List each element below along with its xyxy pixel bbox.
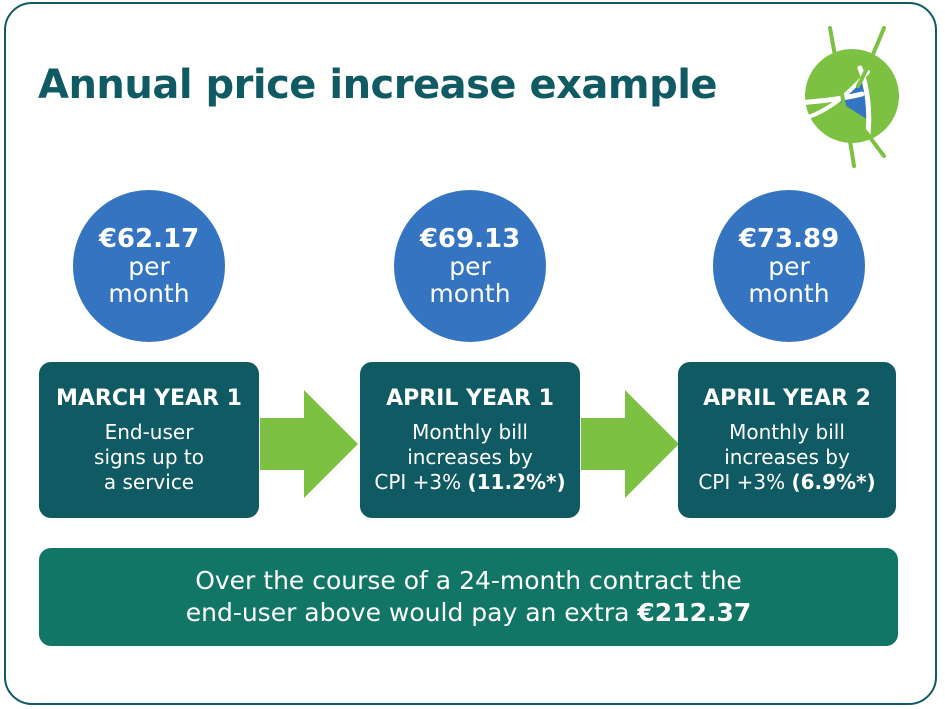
stage-increase-percent: (6.9%*) [791, 470, 876, 494]
price-circle-april-year-1: €69.13 per month [394, 190, 546, 342]
logo-mark-icon [779, 26, 899, 168]
stage-desc-line: increases by [407, 445, 533, 469]
price-circle-march-year-1: €62.17 per month [73, 190, 225, 342]
stage-desc-line: signs up to [94, 445, 204, 469]
summary-banner: Over the course of a 24-month contract t… [39, 548, 898, 646]
stage-heading: APRIL YEAR 2 [703, 386, 871, 411]
stage-cpi-text: CPI +3% [698, 470, 792, 494]
price-circle-april-year-2: €73.89 per month [713, 190, 865, 342]
summary-line-1: Over the course of a 24-month contract t… [195, 566, 742, 595]
price-unit-month: month [108, 279, 190, 308]
stage-description: Monthly bill increases by CPI +3% (6.9%*… [678, 420, 896, 495]
stage-box-april-year-2: APRIL YEAR 2 Monthly bill increases by C… [678, 362, 896, 518]
stage-box-april-year-1: APRIL YEAR 1 Monthly bill increases by C… [360, 362, 580, 518]
stage-desc-line: Monthly bill [412, 420, 528, 444]
arrow-right-icon [260, 390, 358, 498]
price-amount: €73.89 [738, 224, 840, 254]
stage-cpi-text: CPI +3% [374, 470, 468, 494]
stage-desc-line: CPI +3% (6.9%*) [678, 470, 896, 495]
summary-line-2: end-user above would pay an extra €212.3… [39, 597, 898, 629]
price-unit-month: month [429, 279, 511, 308]
price-amount: €62.17 [98, 224, 200, 254]
page-title: Annual price increase example [38, 62, 718, 108]
price-unit-per: per [128, 252, 170, 281]
price-unit-month: month [748, 279, 830, 308]
stage-desc-line: CPI +3% (11.2%*) [360, 470, 580, 495]
stage-desc-line: End-user [104, 420, 194, 444]
price-unit-per: per [768, 252, 810, 281]
stage-desc-line: Monthly bill [729, 420, 845, 444]
card-frame [4, 2, 937, 705]
stage-heading: APRIL YEAR 1 [386, 386, 554, 411]
price-unit-per: per [449, 252, 491, 281]
price-amount: €69.13 [419, 224, 521, 254]
stage-desc-line: a service [103, 470, 195, 494]
stage-description: Monthly bill increases by CPI +3% (11.2%… [360, 420, 580, 495]
arrow-right-icon [581, 390, 679, 498]
summary-extra-amount: €212.37 [637, 598, 752, 627]
stage-increase-percent: (11.2%*) [467, 470, 566, 494]
stage-heading: MARCH YEAR 1 [56, 386, 242, 411]
stage-desc-line: increases by [724, 445, 850, 469]
stage-box-march-year-1: MARCH YEAR 1 End-user signs up to a serv… [39, 362, 259, 518]
stage-description: End-user signs up to a service [39, 420, 259, 495]
summary-line-2-text: end-user above would pay an extra [185, 598, 638, 627]
